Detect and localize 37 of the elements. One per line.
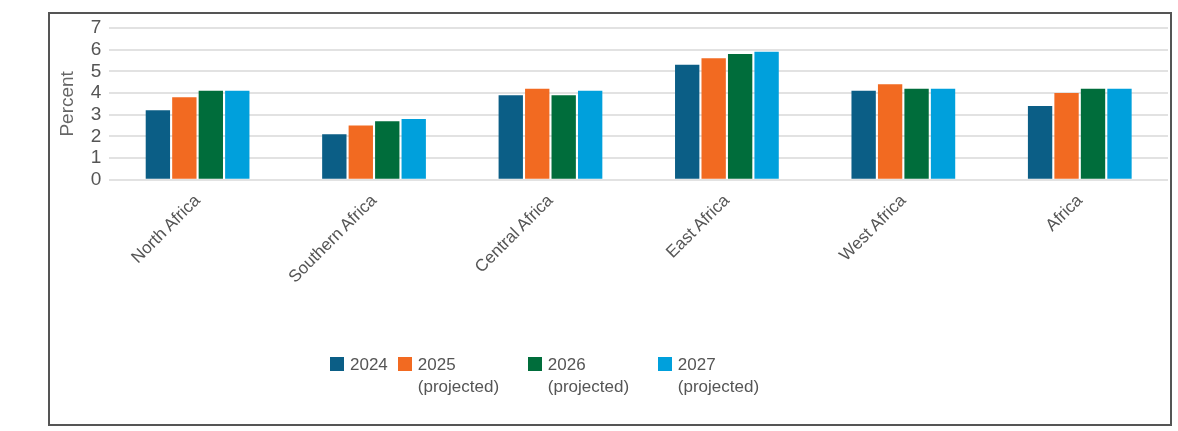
- bar: [375, 121, 400, 179]
- y-axis-title: Percent: [55, 70, 77, 137]
- bar: [701, 58, 726, 179]
- legend-label: 2026 (projected): [547, 354, 631, 398]
- y-tick-label: 2: [90, 124, 102, 146]
- bar: [851, 90, 876, 179]
- bar: [675, 64, 700, 179]
- bar: [322, 134, 347, 179]
- y-tick-label: 0: [90, 167, 102, 189]
- legend-label: 2024: [350, 354, 388, 376]
- bar: [577, 90, 603, 179]
- y-tick-label: 1: [90, 146, 102, 168]
- bar: [904, 88, 929, 179]
- bar: [525, 88, 550, 179]
- bar: [348, 125, 373, 179]
- bar: [1080, 88, 1106, 179]
- bar: [877, 84, 903, 179]
- legend-label: 2025 (projected): [417, 354, 501, 398]
- bar: [551, 95, 576, 179]
- y-tick-label: 3: [90, 102, 102, 124]
- bar: [172, 97, 197, 179]
- bar: [1054, 93, 1079, 179]
- y-tick-label: 4: [90, 81, 102, 103]
- bar: [401, 119, 426, 179]
- bar: [930, 88, 956, 179]
- bar: [498, 95, 523, 179]
- y-tick-label: 5: [90, 59, 102, 81]
- y-tick-label: 7: [90, 16, 102, 38]
- bar: [1107, 88, 1132, 179]
- y-tick-label: 6: [90, 37, 102, 59]
- bar: [145, 110, 171, 179]
- bar: [727, 54, 753, 179]
- bar: [225, 90, 250, 179]
- bar: [1027, 106, 1053, 179]
- bar: [198, 90, 223, 179]
- legend-label: 2027 (projected): [677, 354, 761, 398]
- bar: [754, 51, 779, 179]
